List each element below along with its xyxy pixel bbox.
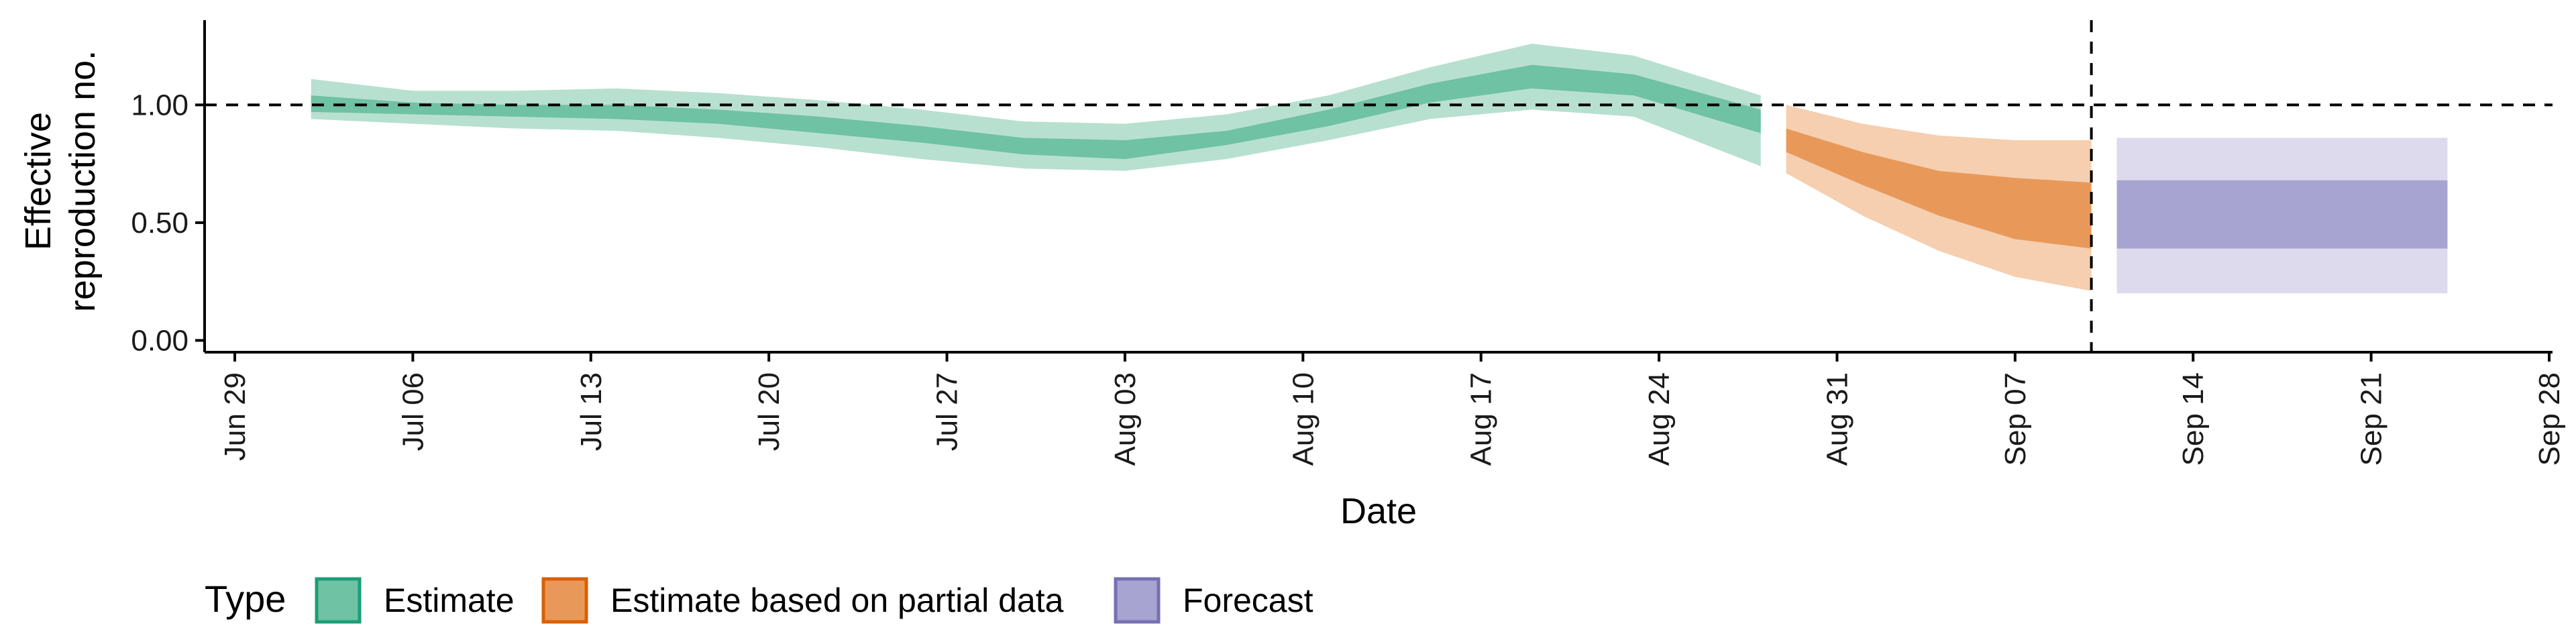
- y-tick-label: 0.50: [131, 207, 189, 239]
- legend-label: Estimate based on partial data: [610, 582, 1064, 619]
- x-tick-label: Aug 31: [1821, 372, 1854, 466]
- legend-key: [541, 577, 588, 624]
- x-tick-label: Aug 10: [1287, 372, 1320, 466]
- y-axis-title-line: reproduction no.: [62, 50, 103, 312]
- legend-label: Forecast: [1183, 582, 1313, 619]
- axes: 0.00 0.50 1.00 Jun 29 Jul 06 Jul 13 Jul 20 Jul …: [18, 20, 2566, 531]
- y-tick-label: 0.00: [131, 324, 189, 357]
- x-tick-label: Sep 28: [2533, 372, 2566, 466]
- x-tick-label: Jul 27: [931, 372, 964, 451]
- x-tick-label: Sep 07: [1999, 372, 2032, 466]
- band-50-estimate-based-on-partial-data: [1786, 128, 2092, 249]
- x-tick-label: Aug 03: [1109, 372, 1142, 466]
- band-50-forecast: [2116, 180, 2448, 249]
- legend-key: [315, 577, 362, 624]
- legend-key: [1114, 577, 1161, 624]
- bands-layer: [311, 44, 2448, 294]
- x-tick-label: Aug 24: [1643, 372, 1676, 466]
- legend: Type Estimate Estimate based on partial da…: [205, 577, 1313, 624]
- reference-lines: [205, 20, 2553, 352]
- y-axis-title: Effective reproduction no.: [18, 50, 103, 312]
- x-axis-title: Date: [1340, 491, 1417, 531]
- x-tick-label: Jul 13: [575, 372, 608, 451]
- x-tick-label: Jul 06: [396, 372, 429, 451]
- x-tick-label: Aug 17: [1465, 372, 1498, 466]
- x-tick-label: Jun 29: [219, 372, 252, 461]
- y-axis-title-line: Effective: [18, 112, 58, 250]
- legend-label: Estimate: [384, 582, 515, 619]
- y-tick-label: 1.00: [131, 89, 189, 121]
- band-50-estimate: [311, 64, 1761, 160]
- x-tick-label: Sep 14: [2177, 372, 2210, 466]
- x-tick-label: Sep 21: [2355, 372, 2388, 466]
- legend-title: Type: [205, 578, 286, 620]
- x-tick-label: Jul 20: [753, 372, 786, 451]
